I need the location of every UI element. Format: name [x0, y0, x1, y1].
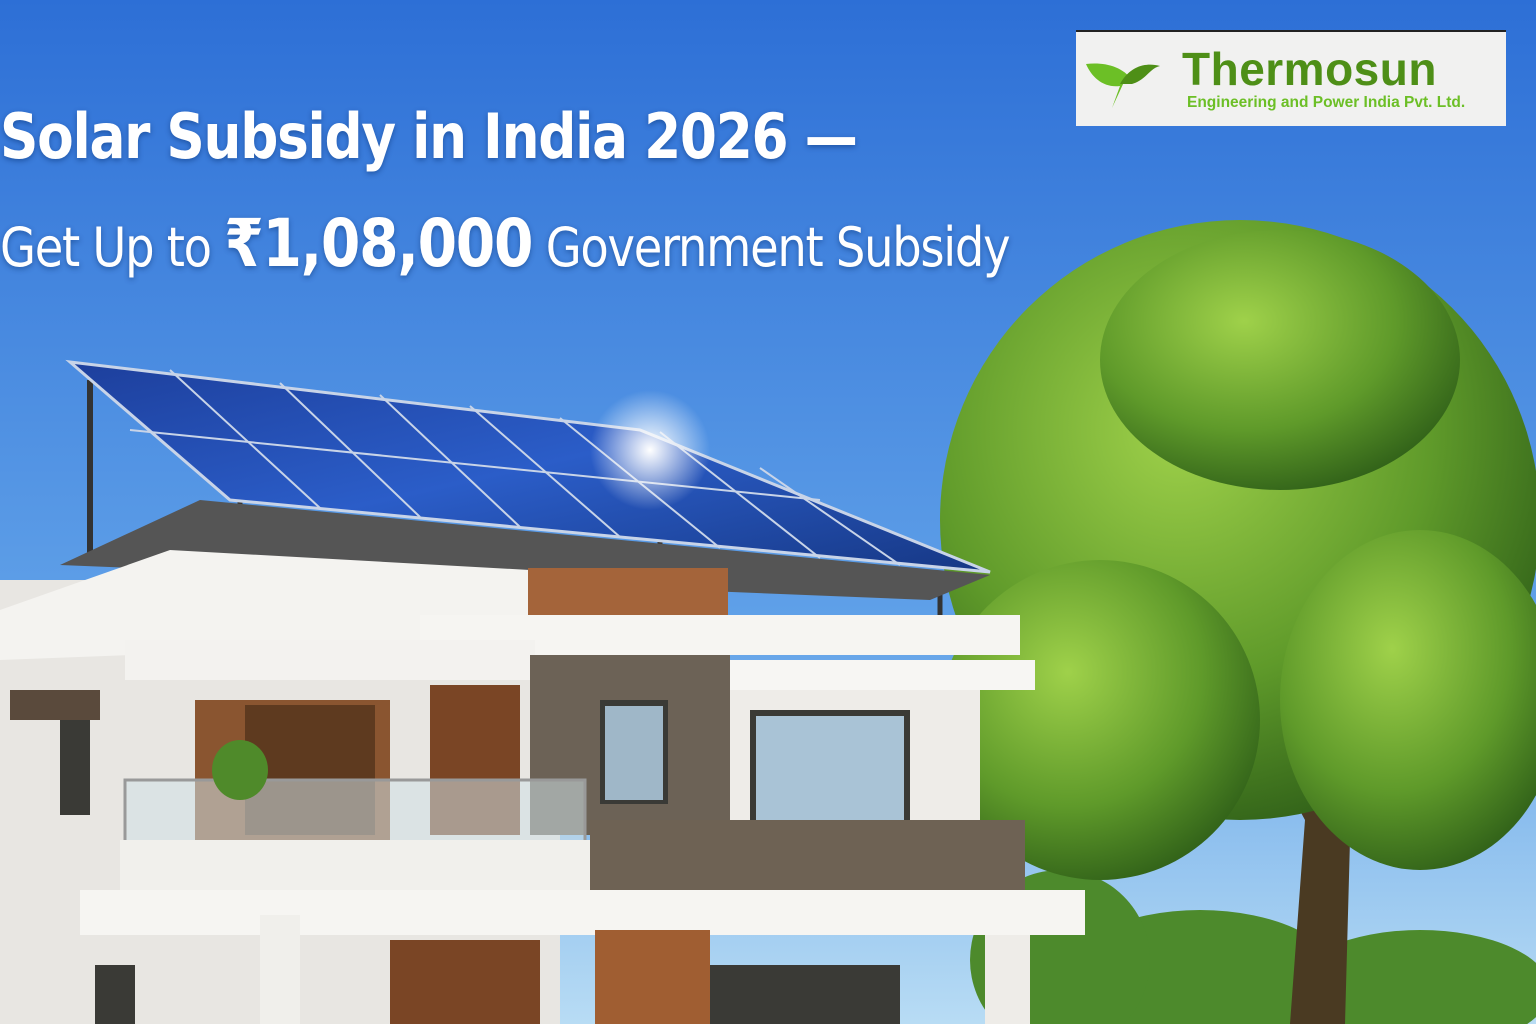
subsidy-amount: ₹1,08,000	[224, 205, 533, 282]
headline-title: Solar Subsidy in India 2026 —	[0, 100, 858, 173]
subtitle-prefix: Get Up to	[0, 216, 225, 279]
company-logo: Thermosun Engineering and Power India Pv…	[1076, 30, 1506, 126]
solar-panel-array	[60, 359, 991, 625]
subtitle-suffix: Government Subsidy	[532, 216, 1011, 279]
headline-subtitle: Get Up to ₹1,08,000 Government Subsidy	[0, 205, 1011, 282]
brand-tagline: Engineering and Power India Pvt. Ltd.	[1187, 94, 1466, 111]
brand-name: Thermosun	[1182, 43, 1437, 95]
green-leaf-bird-icon	[1086, 63, 1160, 108]
house	[0, 550, 1085, 1024]
